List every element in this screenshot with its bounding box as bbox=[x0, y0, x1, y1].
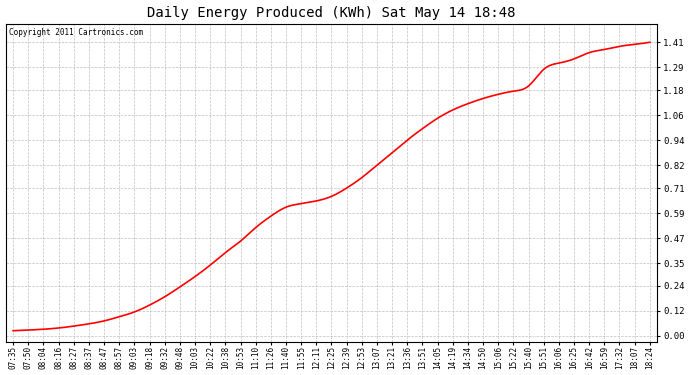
Text: Copyright 2011 Cartronics.com: Copyright 2011 Cartronics.com bbox=[9, 28, 143, 37]
Title: Daily Energy Produced (KWh) Sat May 14 18:48: Daily Energy Produced (KWh) Sat May 14 1… bbox=[147, 6, 515, 20]
